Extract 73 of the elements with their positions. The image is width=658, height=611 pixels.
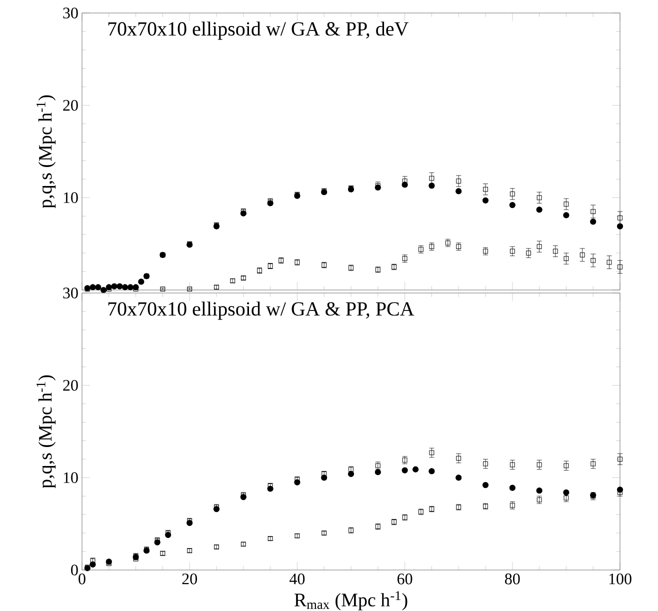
- point: [552, 248, 558, 254]
- point: [590, 209, 596, 214]
- y-tick-label: 10: [64, 192, 78, 204]
- x-tick-label: 0: [78, 574, 86, 584]
- point: [564, 463, 569, 468]
- point: [564, 202, 569, 207]
- point: [429, 176, 434, 181]
- y-tick-label: 20: [63, 100, 78, 111]
- y-tick-label: 20: [63, 380, 78, 391]
- chart-title: 70x70x10 ellipsoid w/ GA & PP, deV: [108, 22, 408, 40]
- point: [536, 488, 542, 494]
- point: [536, 206, 542, 213]
- y-tick-label: 10: [64, 472, 78, 484]
- point: [483, 461, 488, 466]
- point: [618, 456, 622, 462]
- point: [536, 244, 542, 250]
- point: [429, 450, 434, 456]
- point: [563, 489, 570, 496]
- x-tick-label: 40: [290, 574, 305, 584]
- x-tick-label: 60: [397, 574, 412, 584]
- point: [294, 477, 300, 482]
- point: [116, 283, 123, 290]
- point: [100, 286, 107, 294]
- point: [122, 284, 128, 290]
- chart-title: 70x70x10 ellipsoid w/ GA & PP, PCA: [108, 302, 414, 320]
- point: [95, 284, 102, 290]
- point: [187, 286, 192, 292]
- point: [456, 188, 462, 194]
- x-tick-label: 20: [182, 574, 197, 584]
- point: [564, 256, 569, 262]
- point: [590, 218, 596, 225]
- point: [509, 202, 516, 208]
- x-axis-title: R$_{max}$ (Mpc h$^{-1}$): [294, 591, 408, 610]
- point: [111, 283, 118, 290]
- point: [483, 186, 488, 192]
- point: [618, 216, 622, 220]
- point: [509, 484, 516, 491]
- point: [90, 284, 96, 290]
- point: [526, 250, 531, 256]
- point: [456, 456, 462, 461]
- y-tick-label: 30: [63, 288, 78, 298]
- x-tick-label: 80: [505, 574, 520, 584]
- point: [536, 462, 542, 468]
- point: [618, 264, 622, 270]
- point: [563, 212, 570, 218]
- point: [138, 278, 144, 285]
- y-axis-title: p,q,s (Mpc h$^{-1}$): [36, 95, 56, 208]
- point: [482, 197, 489, 204]
- point: [590, 258, 596, 263]
- point: [402, 178, 408, 184]
- x-tick-label: 100: [609, 574, 632, 584]
- point: [580, 252, 585, 258]
- point: [456, 474, 462, 481]
- point: [428, 468, 435, 474]
- point: [482, 482, 489, 488]
- point: [616, 223, 624, 230]
- point: [510, 248, 515, 254]
- point: [402, 467, 408, 474]
- point: [606, 260, 612, 265]
- point: [510, 462, 515, 468]
- y-axis-title: p,q,s (Mpc h$^{-1}$): [36, 375, 56, 488]
- point: [412, 466, 419, 472]
- point: [214, 284, 219, 290]
- point: [590, 461, 596, 466]
- point: [510, 192, 515, 196]
- point: [127, 284, 134, 290]
- point: [321, 474, 328, 481]
- point: [268, 484, 273, 488]
- point: [456, 178, 462, 184]
- point: [536, 195, 542, 200]
- y-tick-label: 30: [63, 8, 78, 18]
- point: [428, 182, 435, 189]
- y-tick-label: 0: [71, 564, 78, 576]
